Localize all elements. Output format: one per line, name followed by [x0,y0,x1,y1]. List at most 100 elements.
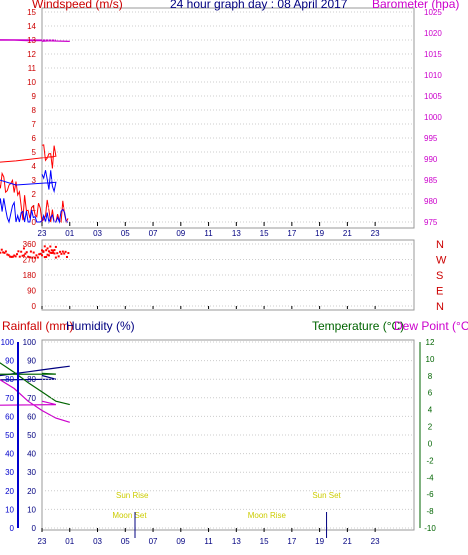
direction-point [17,250,20,253]
direction-point [2,251,5,254]
temperature-tick-label: 6 [428,389,433,398]
temperature-tick-label: -2 [426,456,434,465]
humidity-tick-label: 20 [27,487,36,496]
direction-point [0,248,3,251]
wind-x-tick-label: 23 [371,229,380,238]
rain-tick-label: 80 [5,375,14,384]
header-windspeed: Windspeed (m/s) [32,0,123,11]
wind-avg-line [0,170,68,224]
direction-point [21,254,24,257]
direction-point [53,249,56,252]
wind-x-tick-label: 07 [149,229,158,238]
wind-tick-label: 0 [32,218,37,227]
label-humidity: Humidity (%) [66,319,135,333]
header-title: 24 hour graph day : 08 April 2017 [170,0,348,11]
temperature-tick-label: -6 [426,490,434,499]
direction-compass-label: E [436,286,443,298]
direction-point [25,251,28,254]
humidity-tick-label: 50 [27,431,36,440]
direction-tick-label: 180 [23,271,37,280]
direction-compass-label: S [436,270,443,282]
direction-point [52,249,55,252]
barometer-tick-label: 990 [424,155,438,164]
rain-tick-label: 10 [5,505,14,514]
rain-tick-label: 100 [1,338,15,347]
barometer-tick-label: 1015 [424,50,442,59]
direction-point [24,252,27,255]
humidity-tick-label: 60 [27,412,36,421]
direction-point [22,254,25,257]
direction-point [61,250,64,253]
temperature-tick-label: 0 [428,439,433,448]
wind-tick-label: 1 [32,204,37,213]
direction-point [36,256,39,259]
direction-compass-label: W [436,255,447,267]
wind-tick-label: 4 [32,162,37,171]
wind-tick-label: 15 [27,8,36,17]
barometer-line [0,39,70,42]
sunrise-label: Sun Rise [116,491,149,500]
temperature-tick-label: -10 [424,524,436,533]
temperature-tick-label: -8 [426,507,434,516]
barometer-tick-label: 1025 [424,8,442,17]
direction-point [7,254,10,257]
direction-point [10,255,13,258]
direction-point [42,250,45,253]
temperature-tick-label: -4 [426,473,434,482]
wind-tick-label: 6 [32,134,37,143]
wind-x-tick-label: 03 [93,229,102,238]
wind-x-tick-label: 11 [204,229,213,238]
env-x-tick-label: 15 [260,537,269,546]
direction-point [67,252,70,255]
axis-layer: 0123456789101112131415975980985990995100… [1,8,447,546]
direction-point [38,253,41,256]
wind-x-tick-label: 01 [65,229,74,238]
direction-point [35,254,38,257]
direction-point [43,256,46,259]
direction-point [54,256,57,259]
humidity-tick-label: 100 [23,338,37,347]
direction-point [41,254,43,257]
wind-x-tick-label: 23 [38,229,47,238]
direction-point [39,252,42,255]
wind-x-tick-label: 15 [260,229,269,238]
rain-tick-label: 30 [5,468,14,477]
direction-point [45,255,48,258]
direction-point [28,256,31,259]
direction-point [4,250,7,253]
wind-tick-label: 12 [27,50,36,59]
temperature-line [0,362,70,406]
env-x-tick-label: 01 [65,537,74,546]
direction-point [65,255,68,258]
rain-tick-label: 0 [10,524,15,533]
label-rainfall: Rainfall (mm) [2,319,73,333]
temperature-tick-label: 10 [426,355,435,364]
barometer-tick-label: 1020 [424,29,442,38]
direction-compass-label: N [436,239,444,251]
sunset-label: Sun Set [312,491,341,500]
direction-point [14,255,17,258]
direction-point [54,245,57,248]
wind-gust-line [0,144,69,224]
barometer-tick-label: 1010 [424,71,442,80]
direction-compass-label: N [436,301,444,313]
rain-tick-label: 40 [5,450,14,459]
direction-point [29,250,32,253]
rain-tick-label: 90 [5,357,14,366]
temperature-tick-label: 2 [428,423,433,432]
direction-point [47,250,50,253]
wind-tick-label: 9 [32,92,37,101]
direction-point [49,251,52,254]
direction-tick-label: 360 [23,240,37,249]
humidity-tick-label: 10 [27,505,36,514]
env-x-tick-label: 23 [371,537,380,546]
temperature-tick-label: 12 [426,338,435,347]
direction-point [13,254,16,257]
direction-tick-label: 270 [23,256,37,265]
wind-tick-label: 5 [32,148,37,157]
direction-point [31,256,34,259]
humidity-tick-label: 90 [27,357,36,366]
env-x-tick-label: 11 [204,537,213,546]
barometer-tick-label: 1000 [424,113,442,122]
